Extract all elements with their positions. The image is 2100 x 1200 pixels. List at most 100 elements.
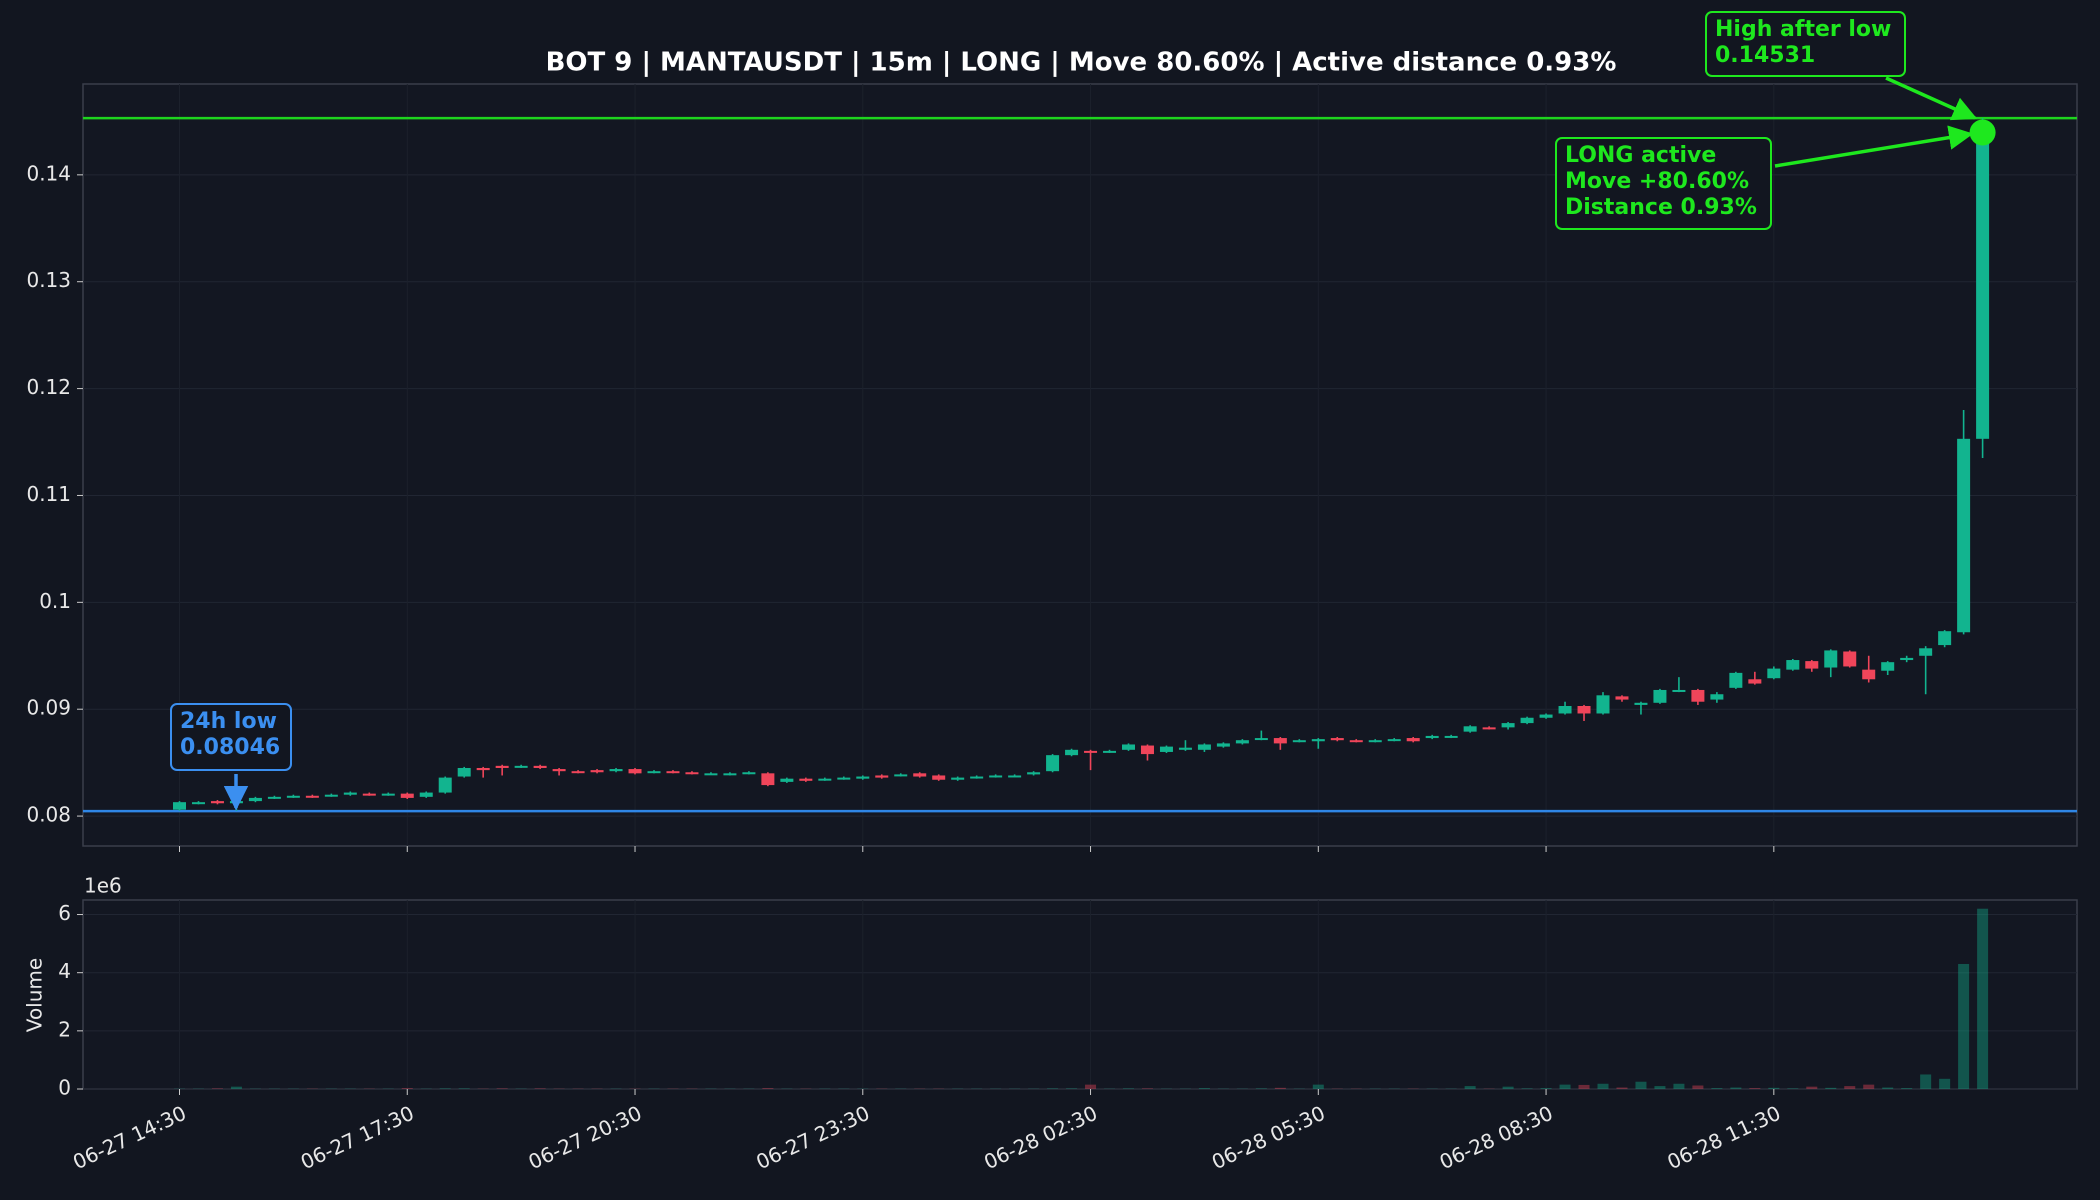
candle-body [856,776,870,779]
candle-body [1767,668,1781,679]
volume-bar [1920,1074,1932,1089]
volume-bar [762,1088,774,1089]
volume-bar [1654,1086,1666,1089]
annotation-text: Distance 0.93% [1565,195,1757,220]
offset-label: 1e6 [84,874,122,898]
candle-body [533,765,547,768]
volume-bar [1464,1086,1476,1089]
candle-body [1691,689,1705,702]
candle-body [1254,738,1268,741]
candle-body [1216,743,1230,747]
current-price-dot [1969,119,1996,146]
candle-body [286,795,300,798]
candle-body [1349,740,1363,743]
candle-body [1387,739,1401,742]
candle-body [419,792,433,797]
candle-body [438,777,452,793]
candle-body [647,771,661,774]
annotation-text: 0.14531 [1715,43,1815,68]
candle-body [305,795,319,798]
candle-body [476,767,490,771]
volume-bar [1047,1088,1059,1089]
candle-body [1881,662,1895,671]
volume-bar [1274,1087,1286,1089]
candle-body [1653,689,1667,703]
candle-body [590,770,604,773]
volume-bar [1806,1086,1818,1089]
annotation-text: High after low [1715,17,1891,42]
volume-bar [1635,1081,1647,1089]
candle-body [1919,648,1933,656]
candle-body [1577,705,1591,714]
candle-body [1862,669,1876,680]
candle-body [571,771,585,774]
candle-body [1425,735,1439,739]
candle-body [1368,740,1382,743]
candle-body [1235,740,1249,744]
chart-title: BOT 9 | MANTAUSDT | 15m | LONG | Move 80… [546,48,1617,78]
volume-bar [1502,1086,1514,1089]
candle-body [324,794,338,797]
y-tick-label: 0.12 [26,375,71,399]
candle-body [1596,695,1610,714]
volume-bar [1616,1087,1628,1089]
volume-bar [1882,1087,1894,1089]
volume-bar [1540,1088,1552,1089]
candle-body [837,777,851,780]
candle-body [628,769,642,774]
candle-body [343,792,357,795]
candle-body [1103,750,1117,753]
candle-body [685,772,699,775]
candle-body [666,771,680,774]
volume-bar [1711,1088,1723,1089]
candle-body [1672,689,1686,692]
candle-body [761,773,775,786]
volume-bar [1085,1084,1097,1089]
volume-area [82,899,2078,1090]
volume-bar [534,1088,546,1089]
candle-body [267,796,281,799]
candle-body [1444,735,1458,738]
volume-bar [1749,1088,1761,1089]
candle-body [1976,132,1990,439]
candle-body [1463,726,1477,732]
volume-bar [1559,1084,1571,1089]
volume-bar [1123,1088,1134,1089]
candle-body [173,802,186,810]
volume-bar [1787,1088,1799,1089]
candle-body [248,797,262,802]
candle-body [818,778,832,781]
candle-body [1084,750,1098,753]
candle-body [1843,651,1857,667]
candle-body [1805,661,1819,669]
volume-bar [1692,1085,1704,1089]
volume-bar [211,1088,223,1089]
annotation-arrow [1774,125,1974,168]
y-tick-label: 0.13 [26,268,71,292]
volume-bar [1730,1087,1742,1089]
volume-bar [439,1088,451,1089]
candle-body [1615,696,1629,700]
annotation-box [1705,11,1906,77]
candle-body [1292,740,1306,743]
volume-bar [1939,1078,1951,1089]
volume-bar [1673,1083,1685,1089]
candle-body [704,773,718,776]
candle-body [1482,727,1496,730]
volume-bar [1578,1084,1590,1089]
volume-bar [1844,1086,1856,1089]
candle-body [1065,749,1079,756]
candle-body [1539,714,1553,718]
candle-body [495,765,509,768]
volume-bar [1255,1088,1267,1089]
candle-body [1273,738,1287,744]
candle-body [1122,744,1135,750]
y-tick-label: 0.08 [26,803,71,827]
annotation-box [1555,137,1772,230]
candle-body [514,765,528,768]
candle-body [1520,717,1534,724]
annotation-arrow [1885,76,1978,121]
volume-bar [1597,1083,1609,1089]
candle-body [875,775,889,778]
